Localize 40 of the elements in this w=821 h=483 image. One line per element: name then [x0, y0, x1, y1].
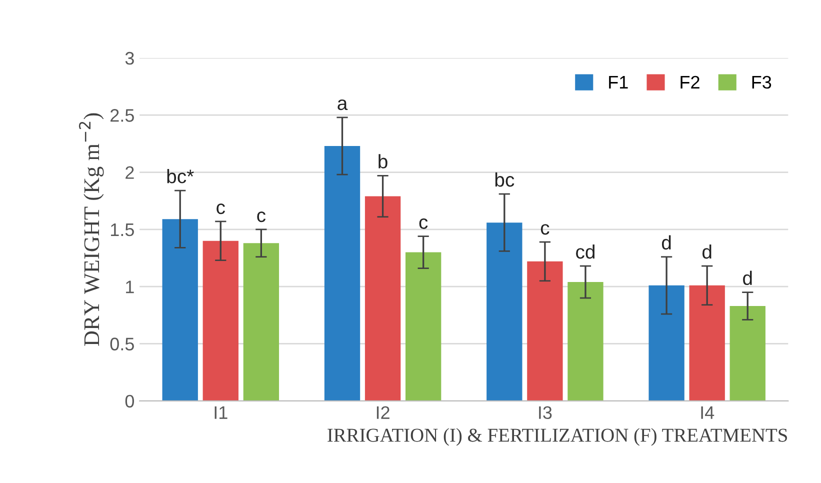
data-label: b	[378, 154, 388, 168]
y-tick-label: 0.5	[110, 338, 134, 350]
x-tick-label: I3	[539, 406, 552, 420]
bar	[527, 261, 563, 401]
legend-label: F3	[752, 76, 772, 89]
bar	[486, 222, 522, 401]
y-tick-label: 0	[125, 394, 134, 408]
bar	[202, 240, 238, 401]
bar	[689, 285, 725, 401]
x-axis-title: IRRIGATION (I) & FERTILIZATION (F) TREATMENTS	[328, 428, 787, 446]
legend-label: F2	[680, 76, 700, 88]
bar	[730, 306, 766, 401]
data-label: d	[743, 270, 752, 286]
y-tick-label: 1.5	[110, 224, 134, 236]
y-tick-label: 2	[126, 166, 134, 179]
data-label: a	[338, 99, 348, 110]
y-tick-label: 1	[126, 280, 134, 294]
data-label: bc*	[167, 169, 194, 184]
y-tick-label: 2.5	[110, 109, 134, 122]
x-tick-label: I1	[214, 406, 228, 419]
bar	[648, 285, 684, 401]
data-label: d	[662, 235, 671, 250]
bar	[324, 146, 360, 401]
legend-label: F1	[609, 76, 628, 88]
data-label: c	[419, 218, 428, 230]
x-tick-label: I2	[376, 406, 390, 419]
bar	[243, 243, 280, 401]
data-label: bc	[495, 172, 514, 187]
bar	[405, 252, 442, 401]
bar	[364, 196, 401, 401]
data-label: c	[540, 224, 550, 235]
data-label: c	[257, 211, 266, 222]
data-label: d	[702, 244, 712, 259]
data-label: c	[216, 203, 225, 214]
y-tick-label: 3	[125, 52, 134, 65]
y-axis-title: DRY WEIGHT (Kg m$^{−2}$)	[78, 113, 104, 346]
bar	[162, 219, 198, 401]
x-tick-label: I4	[701, 406, 714, 419]
data-label: cd	[576, 244, 594, 259]
bar	[568, 282, 604, 401]
